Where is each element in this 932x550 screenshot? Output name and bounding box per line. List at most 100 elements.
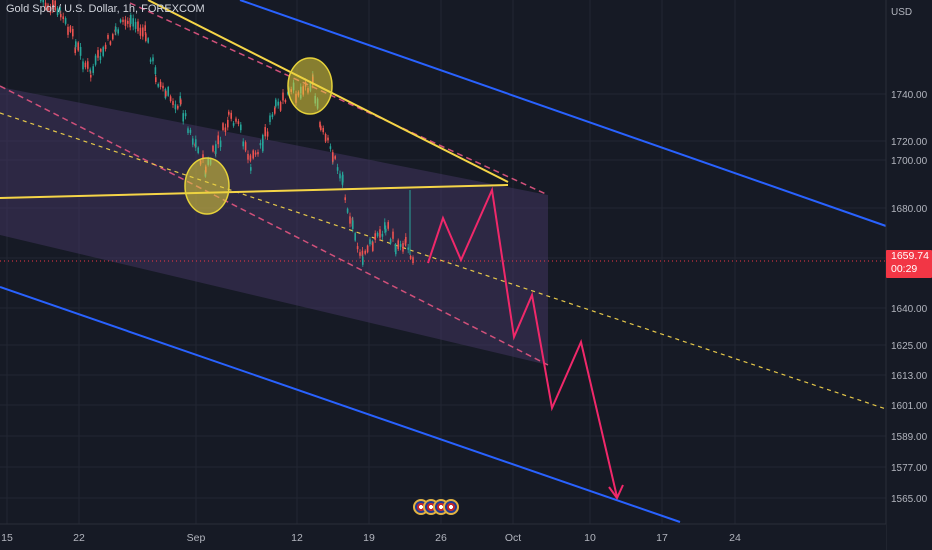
economic-events[interactable] [413,499,459,521]
candle-body [387,222,389,229]
candle-body [124,19,127,26]
candle-body [162,85,164,89]
candle-body [56,7,59,16]
candle-body [384,222,386,230]
candle-body [407,247,409,250]
price-tick-label: 1577.00 [891,463,928,474]
candle-body [219,140,222,148]
candle-body [174,104,177,110]
candle-body [362,256,364,265]
candle-body [369,239,371,245]
candle-body [409,255,412,259]
candle-body [145,33,147,41]
price-tick-label: 1700.00 [891,156,928,167]
price-tick-label: 1740.00 [891,90,928,101]
time-tick-label: 10 [584,532,596,544]
candle-body [112,34,114,40]
price-tick-label: 1680.00 [891,204,928,215]
candle-body [217,135,219,145]
triangle-lower-trendline [0,184,509,199]
candle-body [87,61,89,69]
candle-body [197,147,199,154]
candle-body [212,145,214,152]
candle-body [122,19,124,22]
candle-body [244,142,247,151]
candle-body [94,55,97,65]
symbol-title[interactable]: Gold Spot / U.S. Dollar, 1h, FOREXCOM [6,3,205,15]
candle-body [399,244,402,247]
candle-body [254,152,257,155]
candle-body [82,61,84,70]
candle-body [107,34,109,39]
candle-body [324,134,327,142]
currency-label: USD [891,7,913,18]
candle-body [395,245,397,255]
bar-countdown: 00:29 [891,263,918,275]
candle-body [262,134,264,144]
candle-body [361,250,364,257]
candle-body [159,81,162,87]
candle-body [147,38,149,43]
candle-body [165,91,167,97]
candle-body [64,18,67,24]
candle-body [152,57,154,62]
candle-body [392,231,394,239]
candle-body [155,77,157,82]
candle-body [215,144,217,154]
candle-body [59,7,61,13]
last-price-value: 1659.74 [891,250,929,262]
price-tick-label: 1589.00 [891,432,928,443]
candle-body [99,56,102,60]
candle-body [339,173,341,179]
candle-body [184,113,187,117]
candle-body [266,131,269,137]
candle-body [137,21,139,32]
candle-body [202,154,204,160]
candle-body [109,41,112,45]
time-tick-label: 17 [656,532,668,544]
candle-body [157,83,159,87]
candle-body [49,6,52,13]
candle-body [262,141,264,152]
price-tick-label: 1613.00 [891,371,928,382]
candle-body [222,123,224,131]
candle-body [40,0,42,2]
candle-body [167,86,169,96]
candle-body [240,124,242,131]
candle-body [412,257,414,263]
candle-body [97,50,99,58]
candle-body [237,121,240,124]
price-tick-label: 1565.00 [891,494,928,505]
candle-body [92,66,94,73]
candle-body [104,44,107,50]
candle-body [139,27,142,36]
time-tick-label: Sep [187,532,206,544]
candle-body [132,18,134,27]
last-price-badge: 1659.74 00:29 [886,250,932,278]
candle-body [187,128,189,133]
candle-body [134,21,137,29]
candle-body [250,167,252,171]
candle-body [144,25,146,31]
candle-body [257,152,259,155]
candle-body [54,0,56,11]
candle-body [354,233,356,241]
candle-body [327,137,329,141]
candle-body [376,232,379,237]
candle-body [277,101,279,106]
time-axis[interactable] [0,524,886,550]
candle-body [352,220,354,229]
candle-body [275,99,277,107]
candle-body [224,127,227,132]
candle-body [405,236,407,243]
us-flag-icon[interactable] [443,499,459,515]
candle-body [329,146,332,149]
candle-body [177,105,179,109]
candle-body [342,174,344,183]
outer-channel-upper [239,0,887,227]
candle-body [334,156,336,159]
candle-body [346,208,349,213]
candle-body [379,229,381,238]
candle-body [227,119,229,128]
